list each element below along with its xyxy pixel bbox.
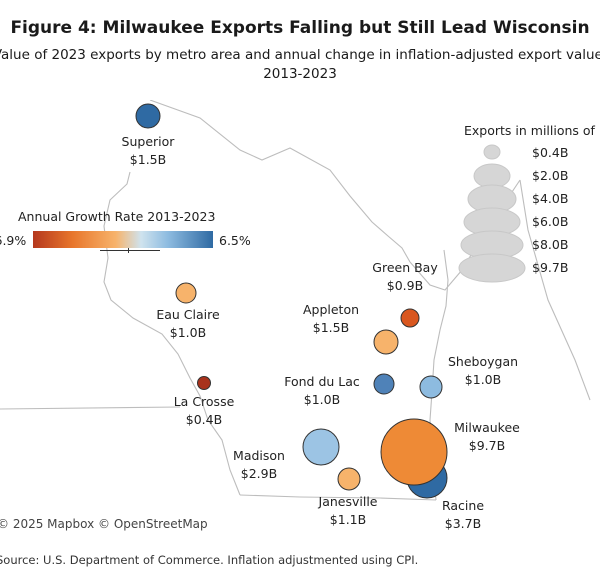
size-legend-label: $2.0B (532, 168, 569, 183)
label-appleton: Appleton $1.5B (303, 301, 359, 337)
bubble-appleton (373, 329, 399, 355)
metro-name: Fond du Lac (284, 374, 360, 389)
label-madison: Madison $2.9B (233, 447, 285, 483)
label-green-bay: Green Bay $0.9B (372, 259, 437, 295)
metro-name: La Crosse (173, 394, 235, 409)
michigan-shore (519, 179, 591, 401)
size-legend-shapes (458, 144, 526, 283)
label-fond-du-lac: Fond du Lac $1.0B (284, 373, 360, 409)
label-milwaukee: Milwaukee $9.7B (454, 419, 520, 455)
metro-value: $3.7B (444, 516, 482, 531)
metro-name: Sheboygan (447, 354, 519, 369)
metro-name: Janesville (318, 494, 378, 509)
state-boundaries (0, 100, 591, 501)
label-sheboygan: Sheboygan $1.0B (448, 353, 518, 389)
metro-value: $1.5B (312, 320, 350, 335)
color-legend-min: -6.9% (0, 233, 27, 248)
left-line (0, 406, 181, 410)
size-legend-label: $6.0B (532, 214, 569, 229)
metro-name: Appleton (302, 302, 360, 317)
metro-value: $1.0B (169, 325, 207, 340)
label-la-crosse: La Crosse $0.4B (174, 393, 235, 429)
bubble-green-bay (400, 308, 420, 328)
metro-value: $0.9B (386, 278, 424, 293)
color-legend-gradient (33, 231, 213, 248)
western-border (103, 171, 241, 496)
label-superior: Superior $1.5B (122, 133, 175, 169)
metro-value: $9.7B (468, 438, 506, 453)
metro-value: $1.1B (329, 512, 367, 527)
metro-value: $2.9B (240, 466, 278, 481)
bubble-eau-claire (175, 282, 197, 304)
map-attribution[interactable]: © 2025 Mapbox © OpenStreetMap (0, 517, 208, 531)
size-legend-2b (473, 163, 511, 189)
size-legend-label: $9.7B (532, 260, 569, 275)
metro-name: Green Bay (372, 260, 438, 275)
size-legend-label: $8.0B (532, 237, 569, 252)
color-legend-zero-tick (128, 248, 129, 253)
subtitle-line-2: 2013-2023 (263, 66, 337, 82)
metro-name: Racine (441, 498, 485, 513)
source-note: Source: U.S. Department of Commerce. Inf… (0, 553, 419, 567)
figure-subtitle: Value of 2023 exports by metro area and … (0, 46, 600, 84)
metro-value: $1.5B (129, 152, 167, 167)
metro-value: $0.4B (185, 412, 223, 427)
color-legend-axis (100, 250, 160, 251)
metro-name: Superior (121, 134, 175, 149)
southern-border (239, 494, 437, 501)
label-eau-claire: Eau Claire $1.0B (156, 306, 219, 342)
metro-value: $1.0B (464, 372, 502, 387)
bubble-sheboygan (419, 375, 443, 399)
metro-value: $1.0B (303, 392, 341, 407)
wisconsin-map[interactable] (0, 100, 600, 540)
bubble-la-crosse (197, 376, 211, 390)
bubble-fond-du-lac (373, 373, 395, 395)
metro-name: Madison (233, 448, 285, 463)
size-legend-label: $4.0B (532, 191, 569, 206)
metro-bubbles (135, 103, 448, 499)
color-legend-max: 6.5% (219, 233, 251, 248)
figure-title: Figure 4: Milwaukee Exports Falling but … (10, 18, 590, 38)
color-legend-title: Annual Growth Rate 2013-2023 (18, 209, 216, 224)
size-legend-label: $0.4B (532, 145, 569, 160)
label-racine: Racine $3.7B (442, 497, 484, 533)
bubble-superior (135, 103, 161, 129)
label-janesville: Janesville $1.1B (319, 493, 378, 529)
metro-name: Eau Claire (156, 307, 220, 322)
northern-border (149, 100, 411, 263)
metro-name: Milwaukee (454, 420, 520, 435)
bubble-milwaukee (380, 418, 448, 486)
subtitle-line-1: Value of 2023 exports by metro area and … (0, 47, 600, 63)
bubble-madison (302, 428, 340, 466)
bubble-janesville (337, 467, 361, 491)
size-legend-title: Exports in millions of (464, 123, 595, 138)
size-legend-9-7b (458, 253, 526, 283)
size-legend-0-4b (483, 144, 501, 160)
